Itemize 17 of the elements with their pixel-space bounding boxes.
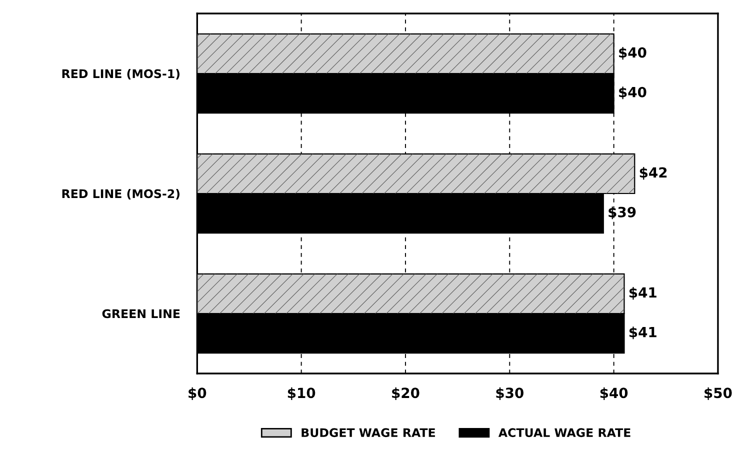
x-tick-label: $10 bbox=[288, 387, 316, 400]
x-tick-label: $20 bbox=[392, 387, 420, 400]
data-label: $39 bbox=[608, 206, 636, 220]
x-tick-label: $40 bbox=[600, 387, 628, 400]
x-tick-label: $0 bbox=[188, 387, 206, 400]
legend-label: BUDGET WAGE RATE bbox=[302, 428, 435, 438]
data-label: $42 bbox=[640, 166, 667, 180]
y-tick-label: RED LINE (MOS-1) bbox=[62, 69, 180, 80]
data-label: $41 bbox=[629, 286, 656, 300]
x-tick-label: $50 bbox=[704, 387, 732, 400]
data-label: $41 bbox=[629, 326, 656, 340]
y-tick-label: GREEN LINE bbox=[102, 309, 180, 318]
data-label: $40 bbox=[619, 86, 646, 100]
x-tick-label: $30 bbox=[496, 387, 524, 400]
y-tick-label: RED LINE (MOS-2) bbox=[62, 189, 180, 200]
data-label: $40 bbox=[619, 46, 646, 60]
legend-label: ACTUAL WAGE RATE bbox=[498, 428, 630, 438]
